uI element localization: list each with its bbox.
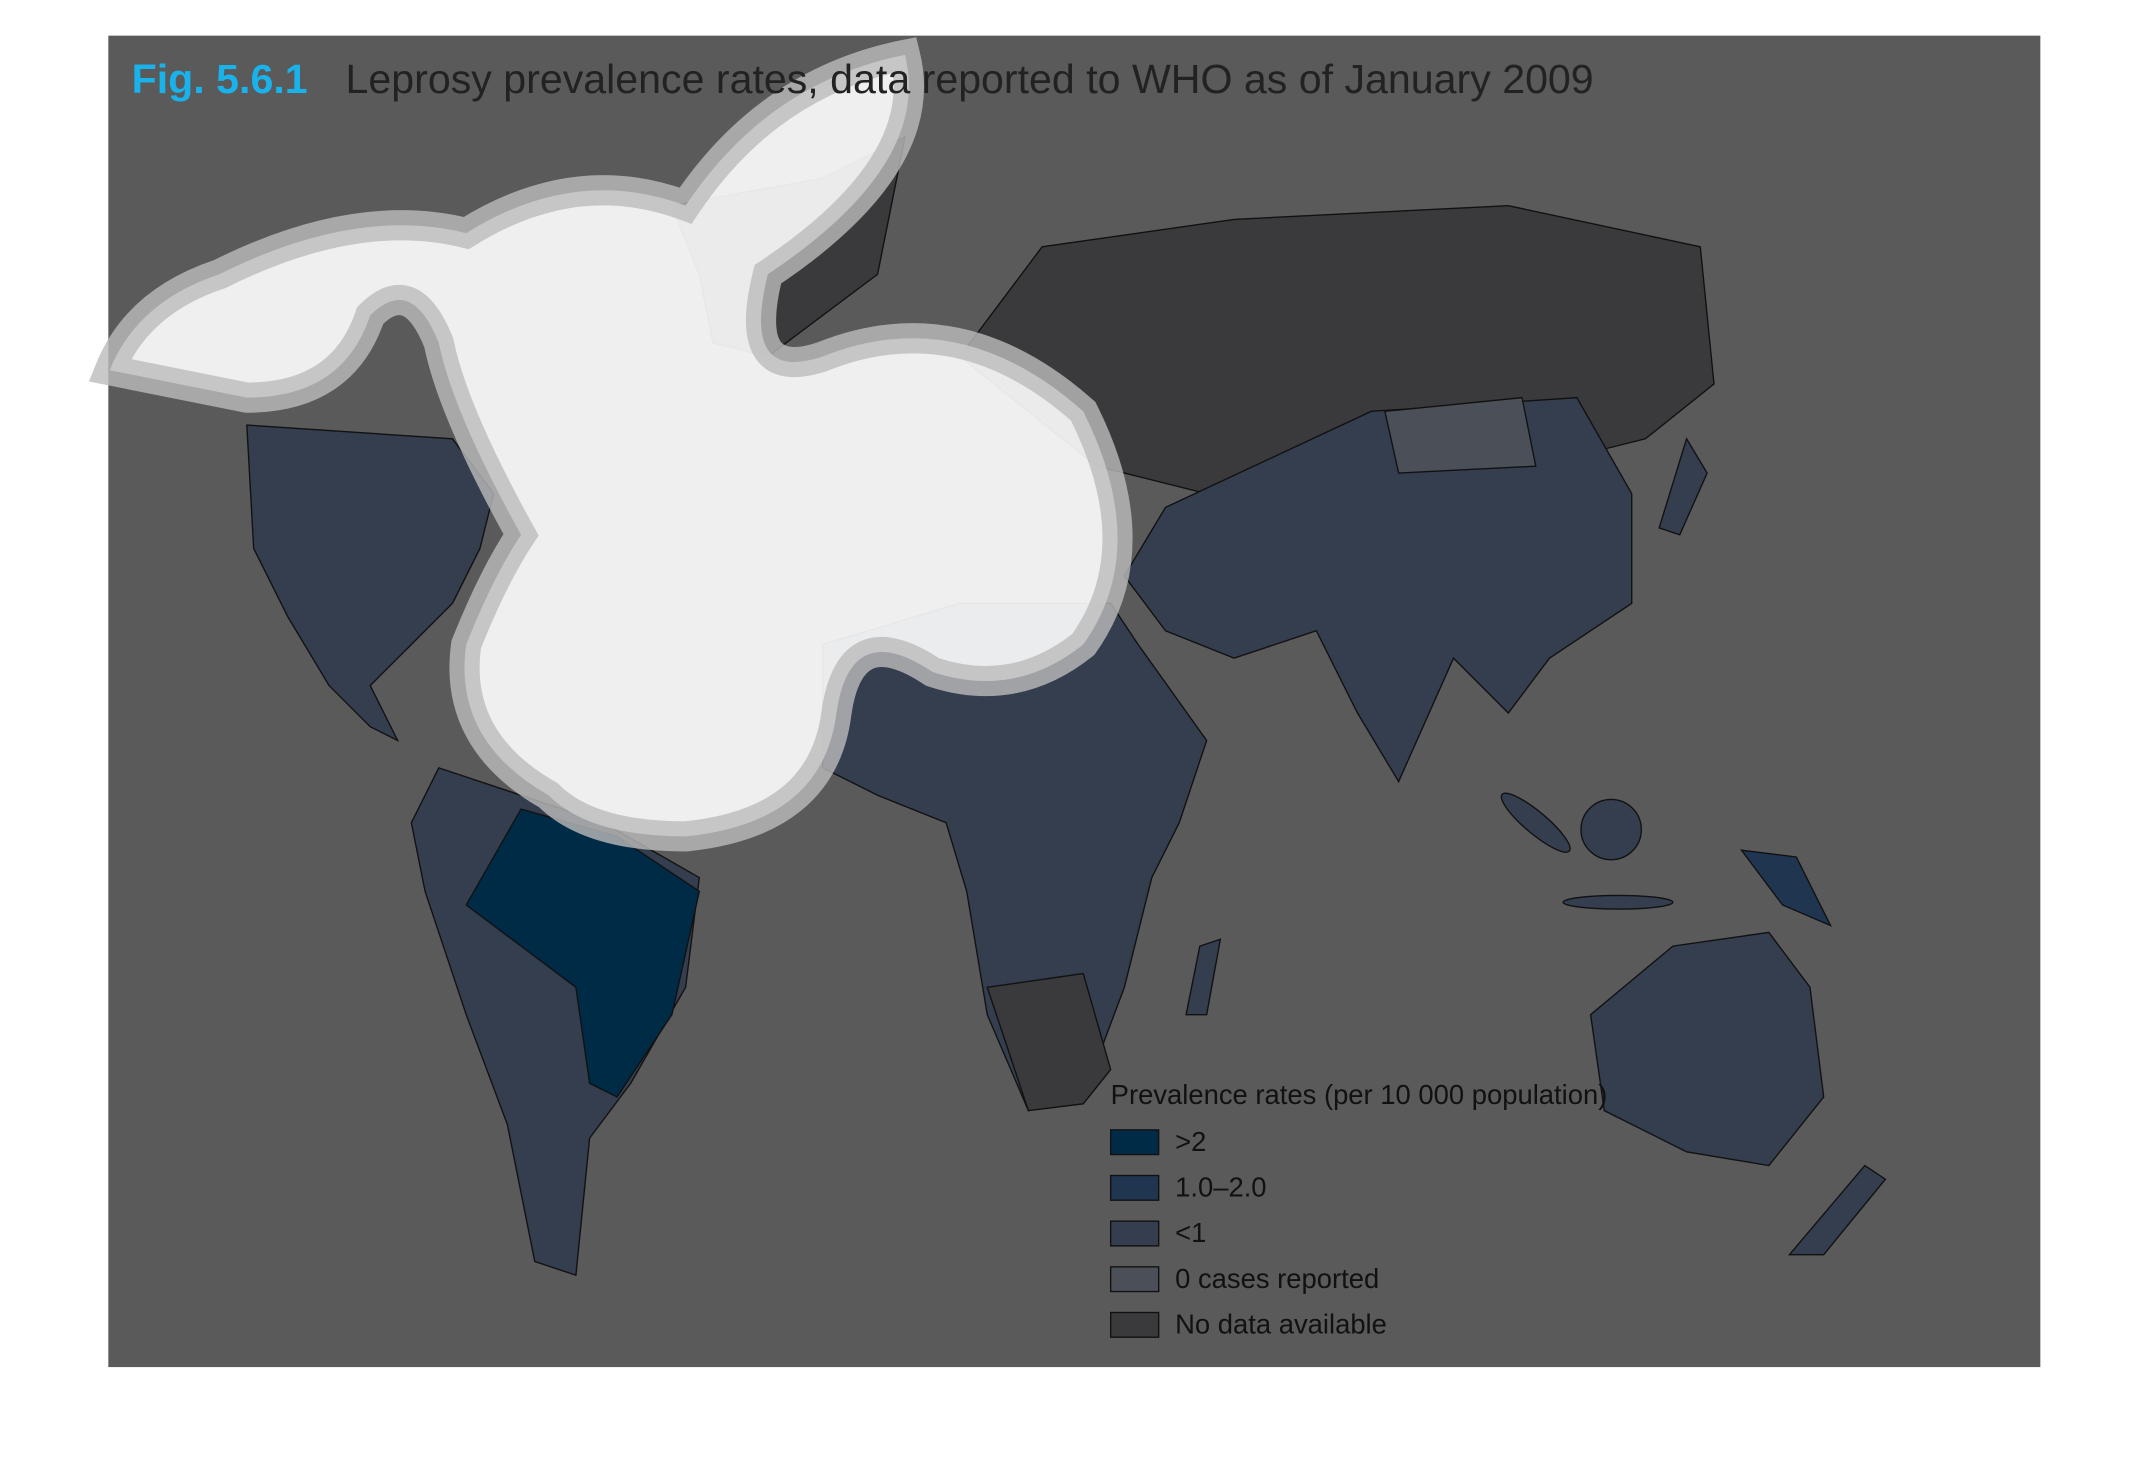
sumatra (1500, 792, 1571, 853)
mongolia (1384, 396, 1537, 474)
legend-label: <1 (1175, 1217, 1206, 1248)
papua (1739, 849, 1833, 927)
southern-africa (986, 972, 1112, 1112)
legend-swatch (1109, 1311, 1160, 1338)
legend-swatch (1109, 1220, 1160, 1247)
legend-swatch (1109, 1266, 1160, 1293)
asia (1123, 396, 1633, 784)
legend-swatch (1109, 1129, 1160, 1156)
borneo (1580, 798, 1643, 861)
australia (1589, 931, 1825, 1167)
highlight-overlay (88, 37, 1133, 852)
legend-swatch (1109, 1174, 1160, 1201)
madagascar (1185, 938, 1222, 1016)
new-zealand (1787, 1164, 1887, 1256)
figure-label: Fig. 5.6.1 (132, 56, 308, 102)
africa (822, 602, 1208, 1112)
brazil (465, 808, 701, 1098)
japan (1658, 437, 1708, 536)
figure-title: Leprosy prevalence rates, data reported … (346, 56, 1594, 102)
legend-label: 0 cases reported (1175, 1263, 1379, 1294)
legend-label: No data available (1175, 1308, 1387, 1339)
legend: >2 1.0–2.0 <1 0 cases reported No data avail… (1109, 1126, 1387, 1339)
map-group: Fig. 5.6.1 Leprosy prevalence rates, dat… (88, 35, 2041, 1368)
legend-title: Prevalence rates (per 10 000 population) (1111, 1079, 1608, 1110)
legend-label: 1.0–2.0 (1175, 1171, 1266, 1202)
java (1562, 894, 1674, 910)
legend-label: >2 (1175, 1126, 1206, 1157)
